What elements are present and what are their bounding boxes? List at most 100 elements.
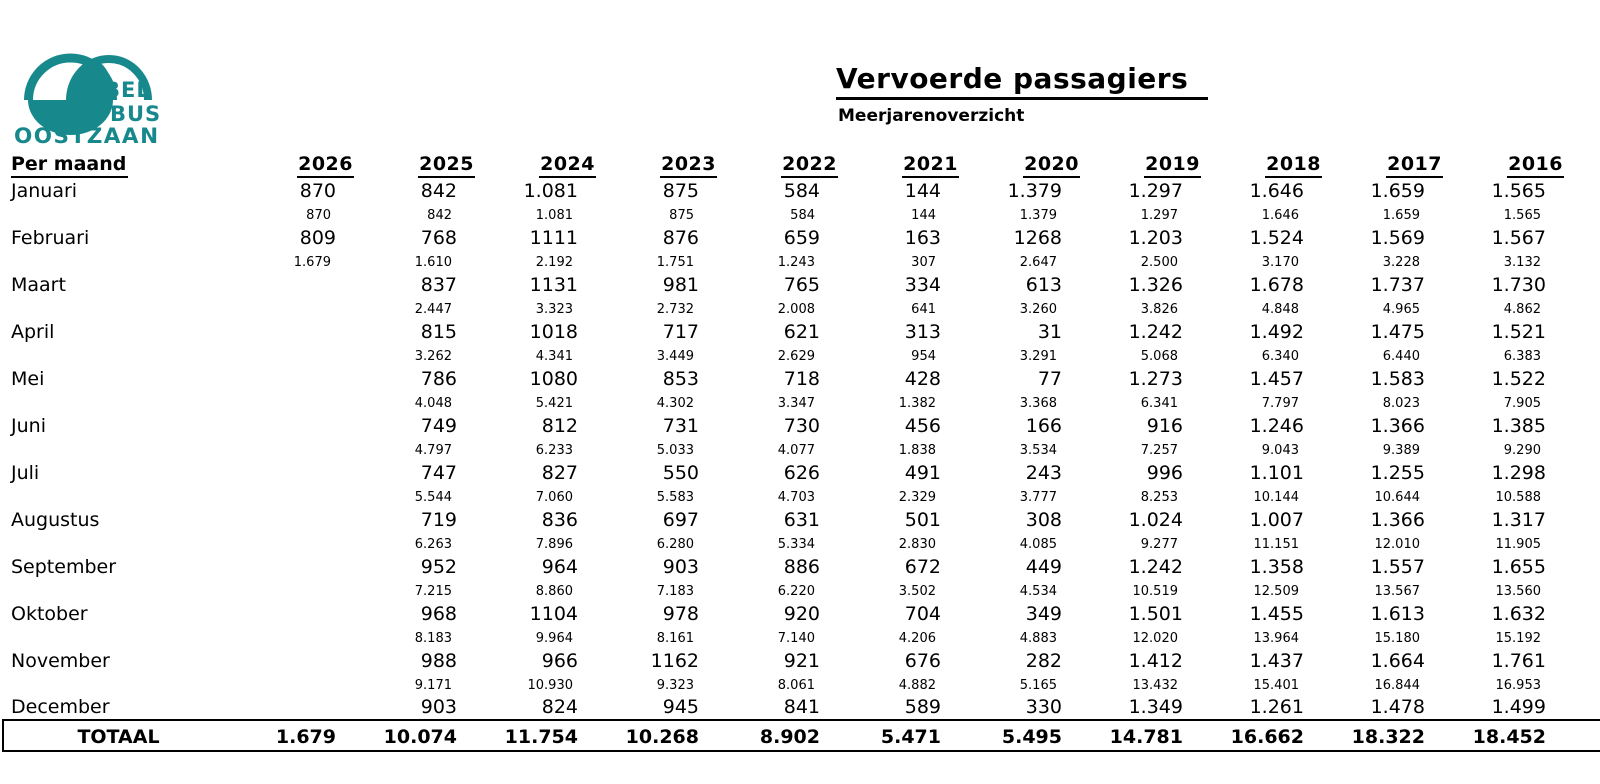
value-cell: 1.297 — [1128, 180, 1183, 202]
cumulative-value-cell: 7.060 — [535, 490, 573, 505]
cumulative-value-cell: 1.751 — [656, 255, 694, 270]
row-spacer — [1564, 366, 1600, 391]
value-cell: 824 — [541, 696, 578, 718]
value-cell: 1.646 — [1249, 180, 1304, 202]
month-label: Mei — [11, 368, 45, 390]
cumulative-value-cell: 2.830 — [898, 537, 936, 552]
value-cell: 1.569 — [1370, 227, 1425, 249]
value-cell: 1.457 — [1249, 368, 1304, 390]
cumulative-value-cell — [233, 579, 354, 601]
value-cell: 812 — [541, 415, 578, 437]
total-value-cell: 18.322 — [1322, 719, 1443, 752]
value-cell: 1.255 — [1370, 462, 1425, 484]
cumulative-value-cell: 5.068 — [1140, 349, 1178, 364]
cumulative-row-label — [3, 203, 233, 225]
cumulative-row-label — [3, 344, 233, 366]
row-spacer — [1564, 460, 1600, 485]
month-label: Oktober — [11, 603, 88, 625]
row-spacer — [1564, 601, 1600, 626]
value-cell: 903 — [420, 696, 457, 718]
cumulative-value-cell: 5.421 — [535, 396, 573, 411]
total-value-cell: 5.495 — [959, 719, 1080, 752]
year-header-2026: 2026 — [233, 148, 354, 178]
cumulative-value-cell: 2.647 — [1019, 255, 1057, 270]
belbus-logo-icon — [24, 53, 152, 135]
value-cell: 1.678 — [1249, 274, 1304, 296]
cumulative-value-cell: 3.323 — [535, 302, 573, 317]
value-cell: 876 — [662, 227, 699, 249]
year-label: 2018 — [1265, 153, 1322, 178]
row-spacer — [1564, 438, 1600, 460]
cumulative-value-cell: 11.151 — [1253, 537, 1300, 552]
cumulative-row-april: 3.262 4.341 3.449 2.629 954 3.291 5.068 6.340 6.… — [3, 344, 1600, 366]
cumulative-value-cell: 3.534 — [1019, 443, 1057, 458]
cumulative-row-label — [3, 485, 233, 507]
year-header-2018: 2018 — [1201, 148, 1322, 178]
value-cell: 837 — [420, 274, 457, 296]
cumulative-value-cell: 7.797 — [1261, 396, 1299, 411]
value-cell: 836 — [541, 509, 578, 531]
cumulative-value-cell: 870 — [306, 208, 331, 223]
logo-text-bus: BUS — [110, 102, 162, 126]
month-row-april: April 815 1018 717 621 313 31 1.242 1.492 1.475 1.… — [3, 319, 1600, 344]
value-cell: 163 — [904, 227, 941, 249]
value-cell: 1.246 — [1249, 415, 1304, 437]
value-cell: 1.521 — [1491, 321, 1546, 343]
value-cell: 1.613 — [1370, 603, 1425, 625]
cumulative-value-cell: 307 — [911, 255, 936, 270]
value-cell: 1.326 — [1128, 274, 1183, 296]
cumulative-value-cell: 1.081 — [535, 208, 573, 223]
cumulative-value-cell: 10.644 — [1374, 490, 1421, 505]
total-value-cell: 11.754 — [475, 719, 596, 752]
cumulative-value-cell: 1.659 — [1382, 208, 1420, 223]
value-cell: 1.273 — [1128, 368, 1183, 390]
cumulative-value-cell — [233, 673, 354, 695]
row-spacer — [1564, 319, 1600, 344]
month-label: Januari — [11, 180, 78, 202]
month-label: April — [11, 321, 55, 343]
value-cell: 1.081 — [523, 180, 578, 202]
cumulative-value-cell: 5.544 — [414, 490, 452, 505]
row-spacer — [1564, 648, 1600, 673]
total-value-cell: 10.074 — [354, 719, 475, 752]
cumulative-value-cell: 641 — [911, 302, 936, 317]
year-header-2025: 2025 — [354, 148, 475, 178]
value-cell — [233, 601, 354, 626]
total-value-cell: 18.452 — [1443, 719, 1564, 752]
value-cell: 1.492 — [1249, 321, 1304, 343]
cumulative-row-label — [3, 579, 233, 601]
value-cell: 631 — [783, 509, 820, 531]
value-cell: 456 — [904, 415, 941, 437]
value-cell: 952 — [420, 556, 457, 578]
year-label: 2023 — [660, 153, 717, 178]
value-cell: 1.412 — [1128, 650, 1183, 672]
value-cell: 1.455 — [1249, 603, 1304, 625]
page-subtitle: Meerjarenoverzicht — [838, 106, 1025, 126]
value-cell: 584 — [783, 180, 820, 202]
value-cell: 282 — [1025, 650, 1062, 672]
cumulative-row-november: 9.171 10.930 9.323 8.061 4.882 5.165 13.432 15.… — [3, 673, 1600, 695]
value-cell: 717 — [662, 321, 699, 343]
cumulative-value-cell: 1.646 — [1261, 208, 1299, 223]
cumulative-value-cell: 5.583 — [656, 490, 694, 505]
cumulative-value-cell: 8.023 — [1382, 396, 1420, 411]
value-cell: 718 — [783, 368, 820, 390]
value-cell: 1.317 — [1491, 509, 1546, 531]
value-cell: 966 — [541, 650, 578, 672]
value-cell: 676 — [904, 650, 941, 672]
value-cell: 964 — [541, 556, 578, 578]
cumulative-value-cell: 1.679 — [293, 255, 331, 270]
cumulative-value-cell: 1.243 — [777, 255, 815, 270]
value-cell — [233, 272, 354, 297]
value-cell: 1.737 — [1370, 274, 1425, 296]
cumulative-value-cell: 2.500 — [1140, 255, 1178, 270]
value-cell — [233, 648, 354, 673]
cumulative-value-cell: 4.085 — [1019, 537, 1057, 552]
row-spacer — [1564, 250, 1600, 272]
value-cell: 1.101 — [1249, 462, 1304, 484]
value-cell: 945 — [662, 696, 699, 718]
year-header-2021: 2021 — [838, 148, 959, 178]
value-cell: 31 — [1037, 321, 1062, 343]
cumulative-value-cell: 8.183 — [414, 631, 452, 646]
month-label: Maart — [11, 274, 66, 296]
